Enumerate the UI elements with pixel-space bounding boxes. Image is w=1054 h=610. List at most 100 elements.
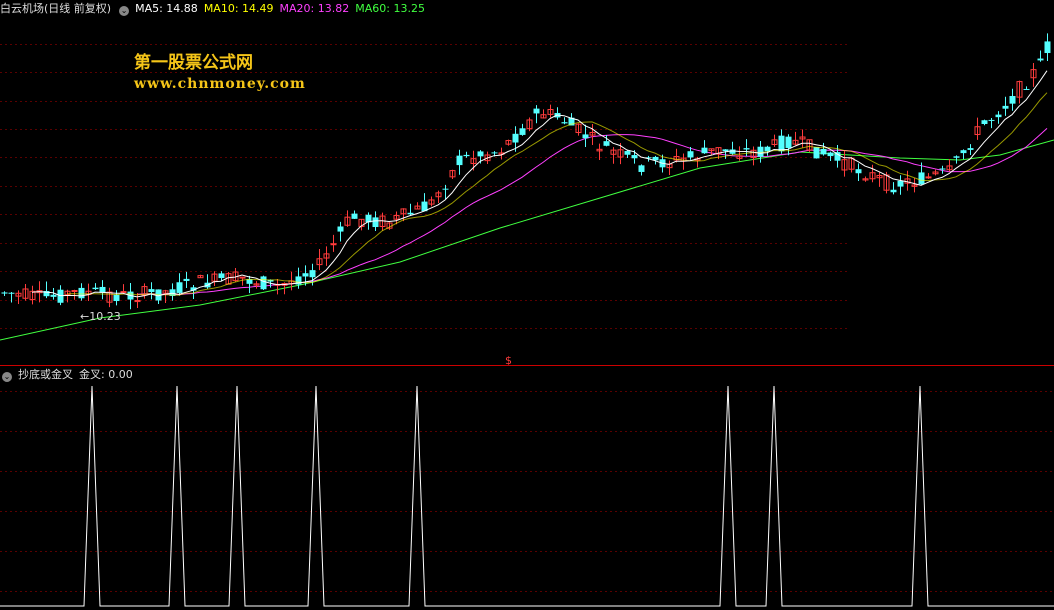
candle-body [799,136,806,140]
candle-body [414,205,421,210]
watermark-title: 第一股票公式网 [134,53,253,73]
signal-marker: $ [505,354,512,366]
candle-body [869,172,876,180]
candle-body [148,289,155,292]
candle-body [946,165,953,171]
candle-body [442,188,449,190]
candle-body [897,180,904,187]
candle-body [358,218,365,227]
candle-body [526,119,533,130]
candle-body [295,276,302,285]
candle-body [820,148,827,155]
candle-body [687,151,694,158]
candle-body [589,131,596,136]
candle-body [302,273,309,277]
candle-body [253,283,260,286]
candle-body [141,286,148,296]
candle-body [309,270,316,278]
low-price-label: ←10.23 [80,310,121,323]
candle-body [988,119,995,121]
candle-body [652,156,659,161]
candle-body [932,171,939,175]
candle-body [1030,69,1037,79]
ma60-label: MA60: 13.25 [355,2,425,15]
candle-body [470,158,477,164]
candle-body [43,291,50,297]
candle-body [113,294,120,302]
candle-body [918,172,925,185]
candle-body [1009,96,1016,104]
candle-body [1023,88,1030,90]
candle-body [134,299,141,303]
candle-body [183,278,190,281]
candle-body [862,178,869,181]
candle-body [1044,41,1051,54]
candle-body [512,133,519,143]
watermark-url: www.chnmoney.com [134,76,306,92]
ma10-line [66,92,1048,296]
golden-cross-line [0,385,1054,607]
ma60-path [0,139,1054,341]
candle-body [407,212,414,215]
candle-body [337,226,344,232]
candle-body [218,273,225,279]
candle-body [631,155,638,159]
candle-body [505,140,512,145]
candle-body [603,141,610,146]
candle-body [1016,81,1023,98]
candle-body [29,290,36,301]
candle-body [162,290,169,294]
candle-body [778,135,785,152]
candle-body [708,148,715,152]
settings-icon[interactable]: ⌄ [119,6,130,16]
candle-body [582,134,589,139]
candle-body [169,289,176,296]
candlestick-chart[interactable]: ←10.23 $ [0,0,1054,366]
candle-body [568,117,575,126]
candle-body [750,149,757,159]
ma5-line [31,70,1048,298]
ma20-line [136,128,1048,296]
candle-body [316,258,323,266]
candle-body [540,114,547,119]
candle-body [435,192,442,198]
candle-body [428,199,435,205]
candle-body [463,154,470,157]
candle-body [715,147,722,155]
ma20-label: MA20: 13.82 [279,2,350,15]
candle-body [939,168,946,170]
candle-body [701,147,708,154]
candle-body [456,155,463,166]
candle-body [533,108,540,114]
candle-body [960,150,967,154]
candle-body [953,156,960,158]
candle-body [491,152,498,154]
candle-body [771,139,778,145]
candle-body [785,136,792,148]
candle-body [547,109,554,115]
candle-body [995,114,1002,118]
candle-body [484,154,491,162]
indicator-settings-icon[interactable]: ⌄ [2,372,12,382]
candle-body [106,291,113,303]
candle-body [743,148,750,150]
candle-body [351,213,358,219]
candle-body [78,287,85,299]
candle-body [92,287,99,290]
candle-body [197,275,204,279]
candle-body [974,126,981,136]
ma5-path [31,70,1048,298]
indicator-chart[interactable] [0,366,1054,610]
candle-body [841,159,848,171]
ma20-path [136,128,1048,296]
candle-body [239,276,246,279]
candle-body [610,149,617,155]
ma10-path [66,92,1048,296]
candle-body [15,292,22,297]
main-chart-header: 白云机场(日线 前复权) ⌄ MA5: 14.88 MA10: 14.49 MA20: … [0,0,431,18]
candle-body [834,152,841,161]
candle-body [190,287,197,291]
candle-body [519,128,526,135]
candle-body [267,279,274,282]
candle-body [1002,105,1009,109]
